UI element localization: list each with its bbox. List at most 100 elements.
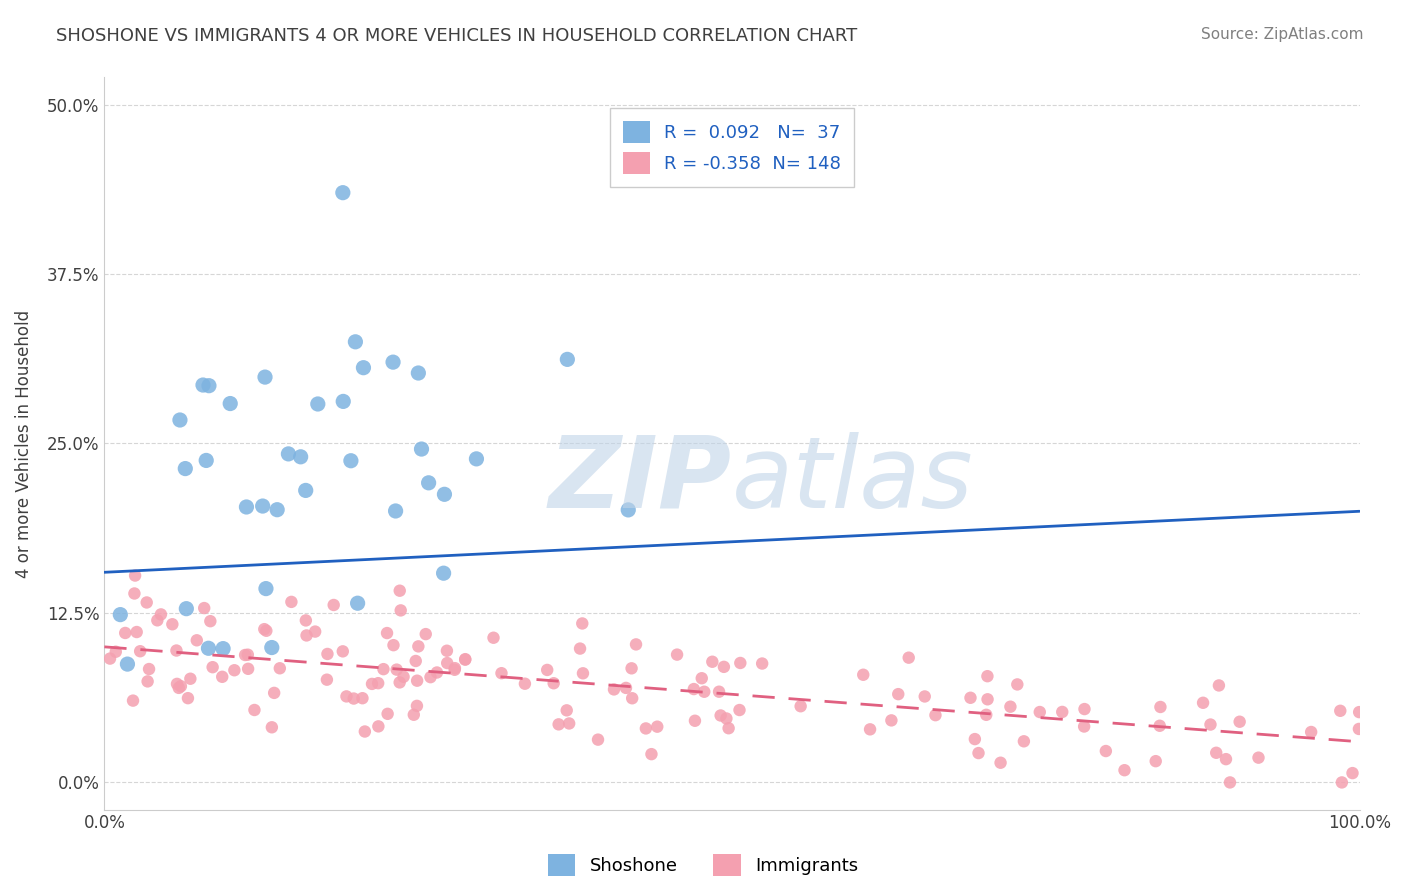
Point (751, 657, 773, 671)
Point (344, 334, 367, 349)
Point (388, 583, 411, 598)
Point (110, 607, 132, 622)
Point (914, 690, 936, 704)
Point (177, 691, 200, 706)
Point (614, 681, 637, 695)
Point (167, 681, 190, 695)
Text: Source: ZipAtlas.com: Source: ZipAtlas.com (1201, 27, 1364, 42)
Point (266, 502, 288, 516)
Point (332, 394, 354, 409)
Point (682, 681, 704, 696)
Point (388, 675, 411, 690)
Point (138, 662, 160, 676)
Point (426, 665, 449, 680)
Point (1208, 678, 1230, 692)
Point (224, 663, 246, 677)
Point (406, 698, 429, 713)
Point (236, 648, 259, 662)
Point (713, 660, 735, 674)
Point (693, 684, 716, 698)
Point (1149, 719, 1171, 733)
Point (124, 586, 146, 600)
Point (897, 650, 920, 665)
Point (408, 640, 430, 654)
Point (316, 647, 339, 661)
Point (419, 670, 441, 684)
Point (1073, 702, 1095, 716)
Point (620, 661, 643, 675)
Point (418, 475, 440, 490)
Point (389, 603, 412, 617)
Point (170, 679, 193, 693)
Point (405, 654, 427, 668)
Point (408, 366, 430, 380)
Point (411, 442, 433, 456)
Point (186, 633, 208, 648)
Point (235, 500, 257, 514)
Point (1348, 722, 1371, 736)
Point (1229, 714, 1251, 729)
Point (1348, 705, 1371, 719)
Point (1144, 754, 1167, 768)
Point (191, 378, 214, 392)
Point (117, 657, 139, 671)
Point (443, 663, 465, 677)
Point (179, 672, 201, 686)
Point (1114, 763, 1136, 777)
Point (555, 703, 578, 717)
Point (1007, 677, 1029, 691)
Point (1073, 719, 1095, 733)
Point (716, 711, 738, 725)
Point (482, 631, 505, 645)
Point (392, 670, 415, 684)
Legend: Shoshone, Immigrants: Shoshone, Immigrants (541, 847, 865, 883)
Point (166, 677, 188, 691)
Point (1029, 705, 1052, 719)
Point (174, 461, 197, 475)
Point (852, 667, 875, 681)
Point (382, 355, 405, 369)
Point (332, 186, 354, 200)
Point (219, 396, 242, 410)
Point (197, 641, 219, 656)
Point (146, 613, 169, 627)
Point (1199, 717, 1222, 731)
Point (114, 626, 136, 640)
Point (211, 670, 233, 684)
Point (433, 566, 456, 581)
Point (295, 614, 318, 628)
Point (352, 360, 374, 375)
Point (717, 721, 740, 735)
Point (135, 595, 157, 609)
Point (730, 656, 752, 670)
Point (385, 663, 408, 677)
Point (322, 598, 344, 612)
Point (415, 627, 437, 641)
Point (149, 607, 172, 622)
Point (373, 662, 395, 676)
Point (557, 352, 579, 367)
Point (254, 582, 277, 596)
Point (436, 656, 458, 670)
Point (343, 691, 366, 706)
Point (963, 732, 986, 747)
Point (236, 662, 259, 676)
Point (122, 693, 145, 707)
Point (252, 499, 274, 513)
Point (569, 641, 592, 656)
Point (1000, 699, 1022, 714)
Point (624, 637, 647, 651)
Point (198, 378, 221, 392)
Point (640, 747, 662, 761)
Point (707, 684, 730, 698)
Point (887, 687, 910, 701)
Point (332, 644, 354, 658)
Text: atlas: atlas (733, 432, 973, 529)
Point (382, 638, 405, 652)
Point (375, 626, 398, 640)
Point (1095, 744, 1118, 758)
Point (294, 483, 316, 498)
Point (169, 413, 191, 427)
Point (547, 717, 569, 731)
Point (666, 648, 689, 662)
